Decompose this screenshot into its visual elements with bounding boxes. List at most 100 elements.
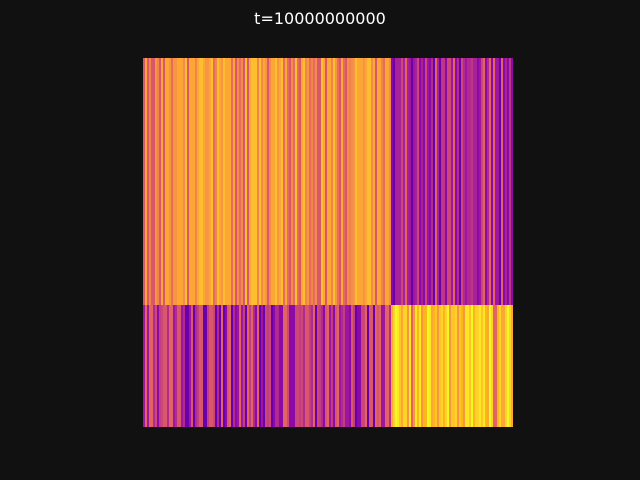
heatmap-stripe [479,58,481,305]
heatmap-stripe [453,305,455,427]
heatmap-stripe [429,58,431,305]
heatmap-stripe [271,58,273,305]
heatmap-stripe [319,58,321,305]
heatmap-stripe [185,58,187,305]
heatmap-stripe [435,305,437,427]
heatmap-stripe [301,58,303,305]
heatmap-stripe [273,305,275,427]
heatmap-stripe [175,58,177,305]
heatmap-stripe [207,58,209,305]
heatmap-stripe [303,58,305,305]
heatmap-stripe [167,305,169,427]
heatmap-stripe [247,305,249,427]
heatmap-stripe [463,58,465,305]
heatmap-stripe [249,305,251,427]
heatmap-stripe [419,305,421,427]
heatmap-stripe [495,305,497,427]
heatmap-stripe [363,58,365,305]
heatmap-stripe [277,58,279,305]
heatmap-stripe [405,58,407,305]
heatmap-stripe [475,58,477,305]
heatmap-stripe [215,58,217,305]
heatmap-stripe [393,58,395,305]
heatmap-stripe [405,305,407,427]
heatmap-stripe [345,305,347,427]
heatmap-stripe [439,58,441,305]
heatmap-stripe [185,305,187,427]
heatmap-stripe [167,58,169,305]
heatmap-stripe [293,58,295,305]
heatmap-stripe [501,58,503,305]
heatmap-stripe [409,305,411,427]
heatmap-stripe [339,305,341,427]
heatmap-stripe [387,305,389,427]
heatmap-stripe [171,305,173,427]
heatmap-stripe [449,305,451,427]
heatmap-stripe [491,58,493,305]
heatmap-stripe [201,58,203,305]
heatmap-stripe [177,58,179,305]
heatmap-stripe [305,305,307,427]
heatmap-stripe [417,58,419,305]
heatmap-stripe [381,305,383,427]
heatmap-stripe [169,58,171,305]
heatmap-stripe [327,305,329,427]
heatmap-stripe [445,305,447,427]
heatmap-stripe [211,305,213,427]
heatmap-stripe [229,305,231,427]
heatmap-stripe [233,305,235,427]
heatmap-stripe [153,58,155,305]
heatmap-stripe [313,58,315,305]
heatmap-stripe [347,305,349,427]
heatmap-stripe [447,305,449,427]
heatmap-stripe [159,305,161,427]
heatmap-stripe [309,58,311,305]
heatmap-stripe [473,58,475,305]
heatmap-stripe [203,58,205,305]
heatmap-stripe [295,58,297,305]
heatmap-stripe [493,58,495,305]
heatmap-stripe [215,305,217,427]
heatmap-stripe [471,58,473,305]
heatmap-stripe [421,305,423,427]
heatmap-stripe [397,58,399,305]
heatmap-stripe [411,305,413,427]
heatmap-stripe [477,305,479,427]
heatmap-stripe [335,58,337,305]
heatmap-stripe [445,58,447,305]
heatmap-stripe [197,305,199,427]
heatmap-stripe [265,58,267,305]
heatmap-stripe [479,305,481,427]
heatmap-stripe [297,305,299,427]
heatmap-stripe [301,305,303,427]
heatmap-stripe [459,58,461,305]
heatmap-stripe [437,305,439,427]
heatmap-stripe [503,58,505,305]
heatmap-stripe [263,305,265,427]
heatmap-stripe [325,305,327,427]
heatmap-stripe [183,305,185,427]
heatmap-stripe [379,58,381,305]
heatmap-stripe [267,305,269,427]
heatmap-stripe [187,58,189,305]
heatmap-stripe [453,58,455,305]
heatmap-stripe [321,58,323,305]
heatmap-stripe [237,58,239,305]
heatmap-stripe [241,58,243,305]
heatmap-stripe [341,58,343,305]
heatmap-stripe [231,305,233,427]
heatmap-stripe [427,305,429,427]
heatmap-stripe [395,58,397,305]
heatmap-stripe [339,58,341,305]
heatmap-stripe [483,305,485,427]
heatmap-stripe [491,305,493,427]
heatmap-stripe [469,305,471,427]
heatmap-stripe [431,305,433,427]
heatmap-stripe [251,305,253,427]
heatmap-stripe [315,305,317,427]
heatmap-stripe [401,305,403,427]
heatmap-stripe [189,58,191,305]
heatmap-stripe [467,305,469,427]
heatmap-stripe [223,58,225,305]
heatmap-stripe [221,58,223,305]
